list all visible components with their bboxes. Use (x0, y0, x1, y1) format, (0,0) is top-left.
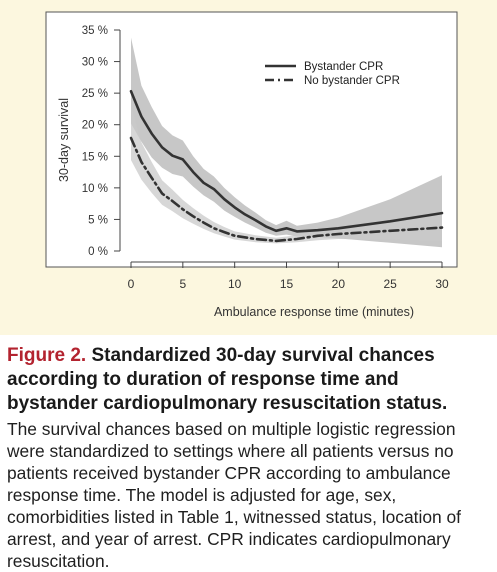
y-tick-label: 5 % (88, 214, 108, 226)
legend: Bystander CPR No bystander CPR (265, 61, 400, 87)
x-tick-label: 5 (179, 277, 186, 291)
y-axis-label: 30-day survival (57, 98, 71, 182)
series-line-bystander-cpr (129, 89, 444, 233)
x-tick-label: 0 (128, 277, 135, 291)
y-tick-label: 30 % (82, 57, 108, 69)
x-tick-label: 10 (228, 277, 242, 291)
x-tick-label: 30 (435, 277, 449, 291)
x-axis: 0 5 10 15 20 25 30 (128, 261, 449, 291)
legend-label: No bystander CPR (304, 75, 400, 87)
figure-panel: 0 % 5 % 10 % 15 % 20 % 25 % 30 % 35 % 0 5 10 15 20 2… (0, 0, 497, 335)
y-tick-label: 10 % (82, 183, 108, 195)
figure-label: Figure 2. (7, 345, 87, 366)
y-tick-label: 15 % (82, 151, 108, 163)
series-line-no-bystander-cpr (129, 136, 444, 243)
legend-label: Bystander CPR (304, 61, 383, 73)
x-tick-label: 20 (332, 277, 346, 291)
y-tick-label: 35 % (82, 25, 108, 37)
x-tick-label: 25 (383, 277, 397, 291)
y-tick-label: 25 % (82, 88, 108, 100)
caption-title: Standardized 30-day survival chances acc… (7, 345, 448, 414)
confidence-band-bystander-cpr (131, 37, 442, 248)
y-axis: 0 % 5 % 10 % 15 % 20 % 25 % 30 % 35 % (82, 25, 121, 258)
y-tick-label: 0 % (88, 246, 108, 258)
x-axis-label: Ambulance response time (minutes) (214, 305, 414, 319)
figure-caption: Figure 2. Standardized 30-day survival c… (7, 344, 493, 572)
series-lines (129, 89, 444, 243)
survival-line-chart: 0 % 5 % 10 % 15 % 20 % 25 % 30 % 35 % 0 5 10 15 20 2… (45, 11, 458, 319)
caption-body: The survival chances based on multiple l… (7, 419, 462, 571)
y-tick-label: 20 % (82, 120, 108, 132)
caption-heading: Figure 2. Standardized 30-day survival c… (7, 344, 493, 416)
x-tick-label: 15 (280, 277, 294, 291)
